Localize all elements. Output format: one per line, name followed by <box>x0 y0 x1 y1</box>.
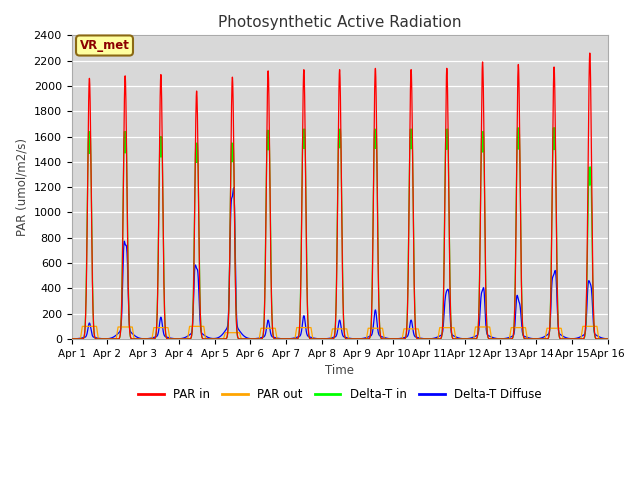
Text: VR_met: VR_met <box>79 39 129 52</box>
X-axis label: Time: Time <box>325 364 354 377</box>
Legend: PAR in, PAR out, Delta-T in, Delta-T Diffuse: PAR in, PAR out, Delta-T in, Delta-T Dif… <box>133 384 547 406</box>
Title: Photosynthetic Active Radiation: Photosynthetic Active Radiation <box>218 15 461 30</box>
Y-axis label: PAR (umol/m2/s): PAR (umol/m2/s) <box>15 138 28 236</box>
